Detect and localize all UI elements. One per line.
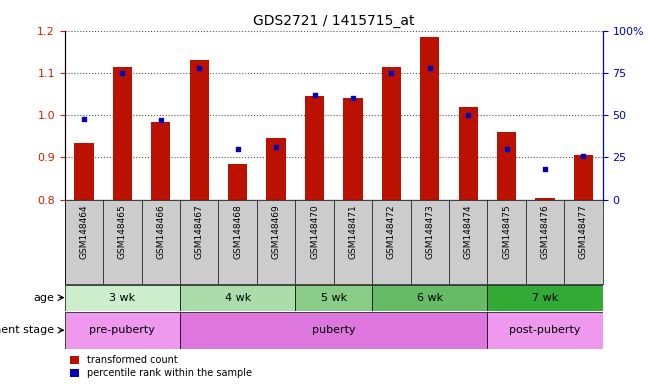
Title: GDS2721 / 1415715_at: GDS2721 / 1415715_at: [253, 14, 415, 28]
Text: 7 wk: 7 wk: [532, 293, 558, 303]
Text: development stage: development stage: [0, 325, 54, 335]
Text: GSM148470: GSM148470: [310, 204, 319, 259]
Bar: [295, 285, 372, 311]
Point: [348, 95, 358, 101]
Point: [194, 65, 205, 71]
Point: [156, 117, 166, 123]
Text: GSM148471: GSM148471: [349, 204, 358, 259]
Bar: [190, 60, 209, 200]
Text: GSM148465: GSM148465: [118, 204, 127, 259]
Bar: [535, 198, 555, 200]
Text: age: age: [33, 293, 54, 303]
Text: 6 wk: 6 wk: [417, 293, 443, 303]
Text: post-puberty: post-puberty: [509, 325, 581, 335]
Bar: [151, 121, 170, 200]
Bar: [113, 67, 132, 200]
Text: GSM148477: GSM148477: [579, 204, 588, 259]
Text: puberty: puberty: [312, 325, 356, 335]
Point: [386, 70, 397, 76]
Text: 3 wk: 3 wk: [110, 293, 135, 303]
Text: 4 wk: 4 wk: [225, 293, 251, 303]
Bar: [266, 139, 286, 200]
Bar: [497, 132, 516, 200]
Point: [540, 166, 550, 172]
Point: [271, 144, 281, 151]
Text: 5 wk: 5 wk: [321, 293, 347, 303]
Point: [502, 146, 512, 152]
Text: GSM148464: GSM148464: [80, 204, 89, 258]
Bar: [180, 312, 487, 349]
Bar: [382, 67, 401, 200]
Point: [309, 92, 319, 98]
Text: GSM148467: GSM148467: [195, 204, 203, 259]
Bar: [65, 285, 180, 311]
Bar: [487, 285, 603, 311]
Legend: transformed count, percentile rank within the sample: transformed count, percentile rank withi…: [70, 355, 252, 378]
Bar: [459, 107, 478, 200]
Point: [578, 153, 588, 159]
Point: [463, 112, 473, 118]
Bar: [574, 156, 593, 200]
Bar: [305, 96, 324, 200]
Point: [424, 65, 435, 71]
Point: [233, 146, 243, 152]
Text: GSM148469: GSM148469: [272, 204, 281, 259]
Bar: [487, 312, 603, 349]
Bar: [75, 142, 93, 200]
Text: GSM148468: GSM148468: [233, 204, 242, 259]
Text: pre-puberty: pre-puberty: [89, 325, 156, 335]
Text: GSM148474: GSM148474: [464, 204, 472, 258]
Text: GSM148475: GSM148475: [502, 204, 511, 259]
Text: GSM148473: GSM148473: [425, 204, 434, 259]
Text: GSM148472: GSM148472: [387, 204, 396, 258]
Bar: [372, 285, 487, 311]
Bar: [228, 164, 248, 200]
Point: [79, 116, 89, 122]
Bar: [343, 98, 362, 200]
Bar: [65, 312, 180, 349]
Bar: [420, 37, 439, 200]
Text: GSM148476: GSM148476: [540, 204, 550, 259]
Point: [117, 70, 128, 76]
Bar: [180, 285, 295, 311]
Text: GSM148466: GSM148466: [156, 204, 165, 259]
